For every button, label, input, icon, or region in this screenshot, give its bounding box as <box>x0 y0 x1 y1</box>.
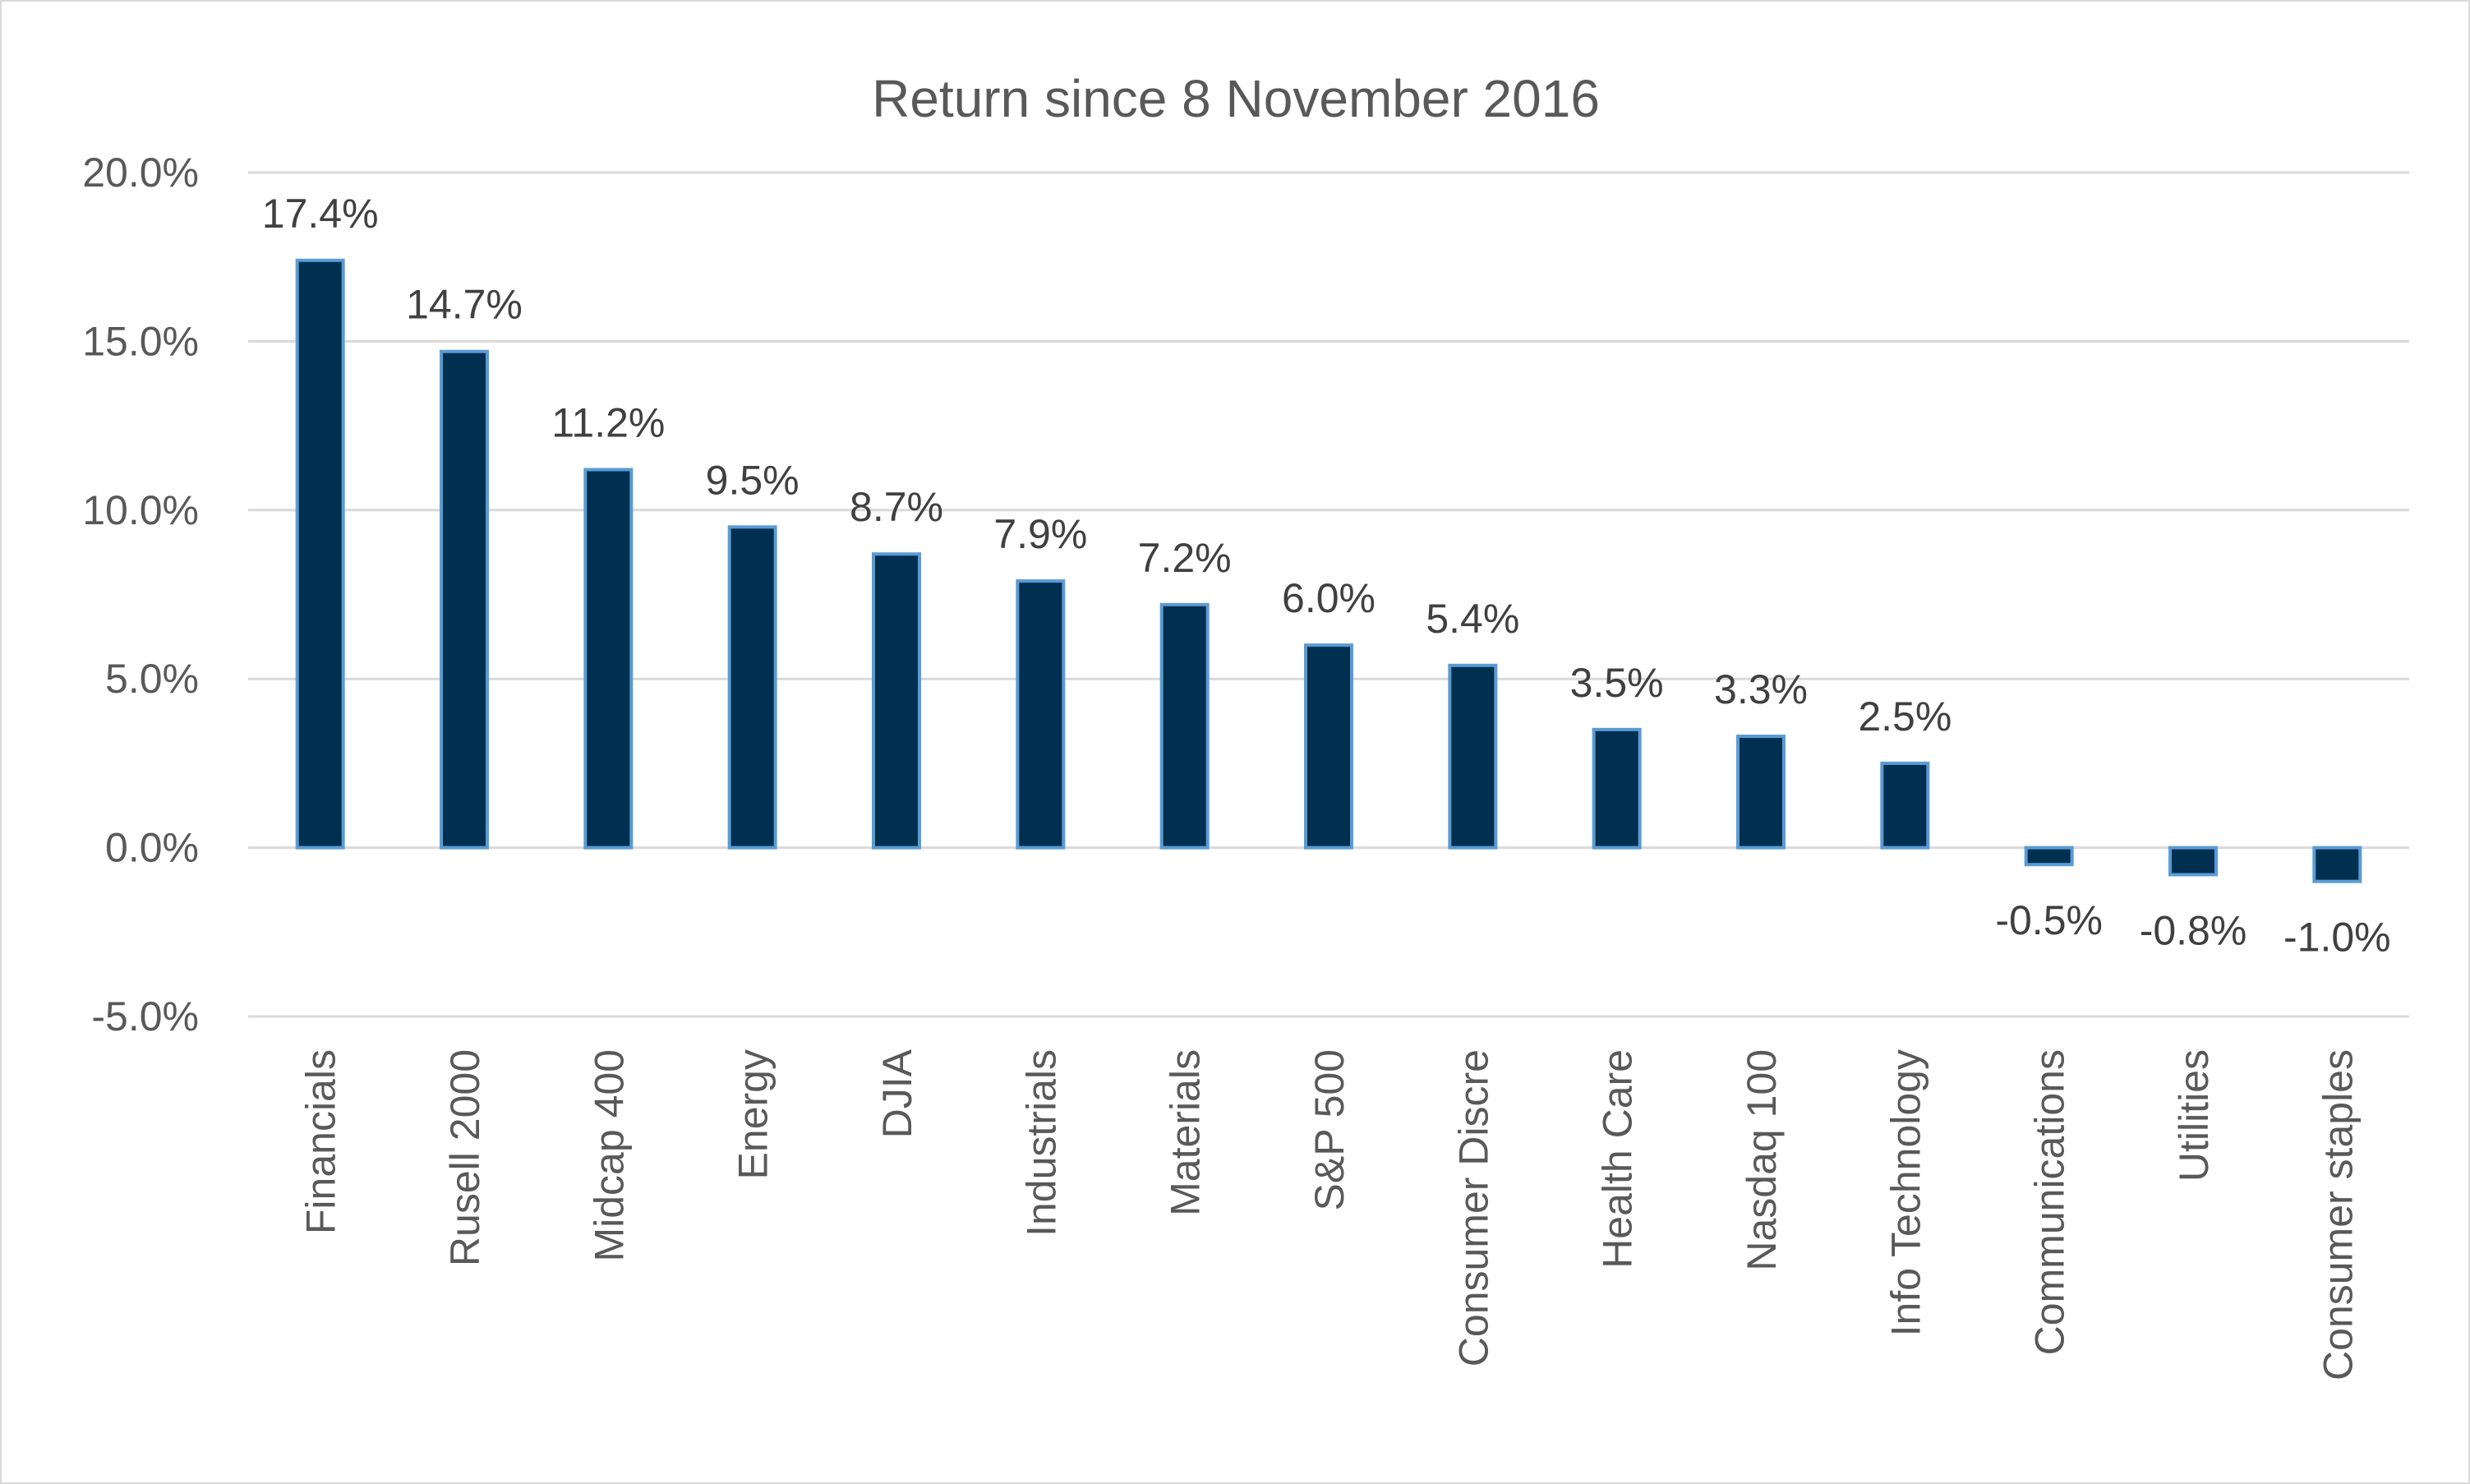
y-tick-label: -5.0% <box>91 993 199 1039</box>
x-axis-tick-labels: Financials Rusell 2000 Midcap 400 Energy DJI… <box>298 1048 2362 1380</box>
bar <box>1880 761 1930 850</box>
x-tick-label: Financials <box>298 1049 344 1234</box>
bar <box>440 349 489 850</box>
x-tick-label: Rusell 2000 <box>442 1049 488 1266</box>
bar <box>727 525 777 850</box>
x-tick-label: DJIA <box>874 1048 920 1138</box>
y-tick-label: 20.0% <box>82 150 199 196</box>
x-tick-label: Energy <box>730 1049 776 1179</box>
data-label: -1.0% <box>2283 915 2391 961</box>
x-tick-label: Consumer staples <box>2315 1049 2361 1380</box>
data-labels: 17.4% 14.7% 11.2% 9.5% 8.7% 7.9% 7.2% 6.0% 5.4% 3… <box>262 191 2391 961</box>
data-label: 5.4% <box>1426 596 1519 642</box>
x-tick-label: Nasdaq 100 <box>1739 1049 1785 1271</box>
y-tick-label: 5.0% <box>105 656 199 702</box>
data-label: 3.5% <box>1570 660 1664 706</box>
data-label: -0.5% <box>1995 897 2103 943</box>
x-tick-label: Info Technology <box>1882 1049 1929 1336</box>
data-label: 2.5% <box>1858 694 1952 740</box>
y-axis-tick-labels: -5.0% 0.0% 5.0% 10.0% 15.0% 20.0% <box>82 150 199 1039</box>
x-tick-label: Communications <box>2027 1049 2073 1355</box>
data-label: 14.7% <box>406 282 523 328</box>
bar <box>2024 846 2074 867</box>
bar <box>2312 846 2362 883</box>
y-tick-label: 0.0% <box>105 825 199 871</box>
chart-title: Return since 8 November 2016 <box>872 69 1600 128</box>
data-label: 7.9% <box>993 511 1087 557</box>
x-tick-label: Materials <box>1163 1049 1209 1216</box>
data-label: 17.4% <box>262 191 379 237</box>
y-tick-label: 15.0% <box>82 318 199 364</box>
x-tick-label: Consumer Discre <box>1450 1049 1496 1366</box>
bar <box>1736 735 1786 850</box>
bars <box>295 258 2362 883</box>
x-tick-label: Health Care <box>1595 1049 1641 1269</box>
x-tick-label: Utilities <box>2171 1049 2217 1182</box>
data-label: 11.2% <box>551 400 665 446</box>
bar <box>1592 727 1642 850</box>
y-tick-label: 10.0% <box>82 487 199 533</box>
bar <box>872 552 921 850</box>
bar <box>1159 602 1210 850</box>
data-label: 6.0% <box>1282 575 1376 621</box>
data-label: 8.7% <box>850 484 943 530</box>
x-tick-label: S&P 500 <box>1306 1049 1353 1210</box>
data-label: -0.8% <box>2140 907 2247 953</box>
data-label: 7.2% <box>1138 535 1232 581</box>
bar <box>2168 846 2218 877</box>
bar <box>295 258 345 850</box>
data-label: 3.3% <box>1714 666 1808 712</box>
x-tick-label: Industrials <box>1018 1049 1064 1237</box>
bar <box>1448 663 1498 850</box>
bar <box>1016 579 1066 850</box>
data-label: 9.5% <box>706 457 800 503</box>
bar <box>1304 643 1353 850</box>
x-tick-label: Midcap 400 <box>586 1049 632 1262</box>
bar <box>583 468 634 850</box>
